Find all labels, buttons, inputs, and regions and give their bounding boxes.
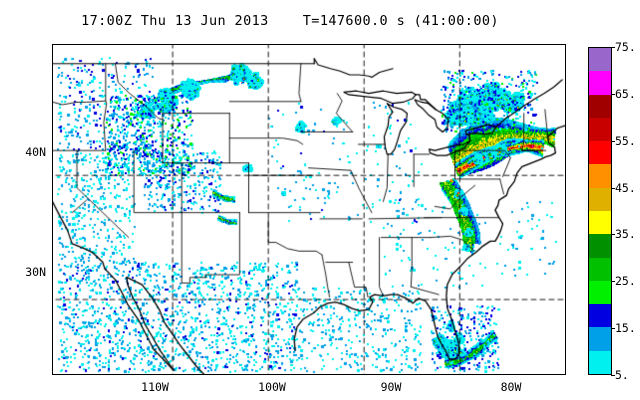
- colorbar-band-45: [589, 164, 611, 188]
- plot-title: 17:00Z Thu 13 Jun 2013 T=147600.0 s (41:…: [81, 13, 499, 29]
- colorbar-band-5: [589, 350, 611, 374]
- colorbar-tick-35: 35.: [615, 227, 636, 242]
- map-plot-area: [52, 44, 566, 375]
- longitude-label-110w: 110W: [141, 380, 169, 394]
- colorbar-band-20: [589, 280, 611, 305]
- colorbar-tickmark-65: [611, 93, 615, 95]
- colorbar-tick-65: 65.: [615, 86, 636, 101]
- colorbar-band-10: [589, 327, 611, 351]
- colorbar-tickmark-5: [611, 375, 615, 376]
- latitude-label-40n: 40N: [25, 145, 46, 159]
- latitude-label-30n: 30N: [25, 265, 46, 279]
- colorbar-band-70: [589, 48, 611, 72]
- longitude-label-80w: 80W: [500, 380, 522, 394]
- colorbar-band-50: [589, 141, 611, 165]
- colorbar-band-35: [589, 210, 611, 235]
- colorbar-band-55: [589, 117, 611, 142]
- colorbar-tick-25: 25.: [615, 274, 636, 289]
- longitude-label-90w: 90W: [380, 380, 402, 394]
- colorbar-tick-15: 15.: [615, 321, 636, 336]
- colorbar-tickmark-25: [611, 281, 615, 283]
- colorbar-tick-labels: 75. 65. 55. 45. 35. 25. 15. 5.: [611, 40, 640, 385]
- colorbar-tick-45: 45.: [615, 180, 636, 195]
- colorbar-band-40: [589, 187, 611, 211]
- colorbar-tickmark-75: [611, 47, 615, 48]
- colorbar-band-30: [589, 234, 611, 258]
- colorbar-tickmark-55: [611, 140, 615, 142]
- colorbar-band-15: [589, 304, 611, 328]
- colorbar-tickmark-35: [611, 234, 615, 236]
- colorbar-tickmark-15: [611, 328, 615, 330]
- reflectivity-colorbar: [588, 47, 612, 375]
- colorbar-band-65: [589, 71, 611, 95]
- colorbar-tick-75: 75.: [615, 40, 636, 54]
- radar-reflectivity-canvas: [53, 45, 565, 374]
- colorbar-band-60: [589, 94, 611, 118]
- colorbar-tick-55: 55.: [615, 133, 636, 148]
- longitude-label-100w: 100W: [258, 380, 286, 394]
- colorbar-tick-5: 5.: [615, 368, 629, 382]
- colorbar-tickmark-45: [611, 187, 615, 189]
- colorbar-band-25: [589, 257, 611, 281]
